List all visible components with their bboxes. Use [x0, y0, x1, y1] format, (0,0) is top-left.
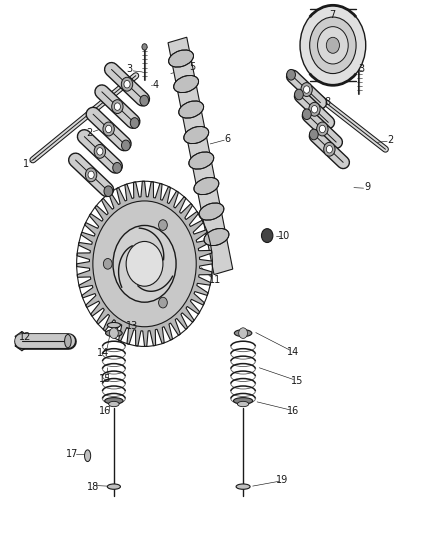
Circle shape	[104, 186, 113, 197]
Ellipse shape	[237, 401, 249, 407]
Text: 15: 15	[291, 376, 303, 386]
Circle shape	[113, 225, 176, 302]
Circle shape	[317, 122, 328, 136]
Text: 18: 18	[87, 482, 99, 492]
Circle shape	[318, 27, 348, 64]
Circle shape	[303, 109, 311, 119]
Circle shape	[287, 69, 296, 80]
Circle shape	[94, 144, 106, 158]
Ellipse shape	[199, 203, 224, 220]
Text: 16: 16	[99, 407, 111, 416]
Ellipse shape	[169, 50, 194, 67]
Ellipse shape	[107, 322, 120, 328]
Text: 13: 13	[126, 321, 138, 331]
Ellipse shape	[194, 177, 219, 195]
Text: 8: 8	[325, 98, 331, 107]
Text: 2: 2	[87, 128, 93, 138]
Circle shape	[310, 129, 318, 140]
Circle shape	[103, 122, 114, 136]
Circle shape	[326, 37, 339, 53]
Circle shape	[112, 100, 123, 114]
Text: 19: 19	[276, 475, 289, 484]
Ellipse shape	[184, 126, 208, 143]
Text: 1: 1	[23, 159, 29, 168]
Text: 3: 3	[359, 64, 365, 74]
Circle shape	[124, 80, 130, 88]
Circle shape	[239, 328, 247, 338]
Ellipse shape	[179, 101, 204, 118]
Ellipse shape	[204, 229, 229, 246]
Circle shape	[140, 95, 148, 106]
Text: 12: 12	[19, 332, 32, 342]
Circle shape	[93, 201, 196, 327]
Circle shape	[103, 259, 112, 269]
Circle shape	[113, 163, 121, 173]
Polygon shape	[77, 181, 212, 346]
Text: 17: 17	[66, 449, 78, 459]
Circle shape	[261, 229, 273, 243]
Ellipse shape	[234, 329, 252, 337]
Circle shape	[301, 83, 312, 96]
Text: 4: 4	[152, 80, 159, 90]
Circle shape	[357, 58, 362, 64]
Circle shape	[319, 125, 325, 133]
Circle shape	[114, 103, 120, 110]
Text: 7: 7	[329, 10, 335, 20]
Text: 11: 11	[209, 275, 222, 285]
Circle shape	[326, 146, 332, 153]
Circle shape	[121, 77, 133, 91]
Text: 10: 10	[278, 231, 290, 240]
Ellipse shape	[189, 152, 214, 169]
Text: 15: 15	[99, 375, 111, 384]
Text: 14: 14	[97, 348, 109, 358]
Ellipse shape	[106, 329, 122, 337]
Text: 14: 14	[287, 347, 300, 357]
Ellipse shape	[85, 450, 91, 462]
Circle shape	[97, 148, 103, 155]
Ellipse shape	[236, 484, 250, 489]
Circle shape	[300, 5, 366, 85]
Circle shape	[85, 168, 97, 182]
Circle shape	[126, 241, 163, 286]
Circle shape	[310, 17, 356, 74]
Circle shape	[121, 140, 130, 151]
Text: 2: 2	[388, 135, 394, 144]
Ellipse shape	[105, 398, 123, 404]
Text: 6: 6	[225, 134, 231, 143]
Text: 9: 9	[364, 182, 370, 191]
Circle shape	[159, 297, 167, 308]
Circle shape	[106, 125, 112, 133]
Text: 3: 3	[127, 64, 133, 74]
Circle shape	[295, 89, 304, 100]
Ellipse shape	[174, 76, 198, 93]
Circle shape	[309, 102, 320, 116]
Text: 5: 5	[190, 62, 196, 71]
Circle shape	[304, 86, 310, 93]
Circle shape	[88, 171, 94, 179]
Ellipse shape	[233, 398, 253, 404]
Circle shape	[159, 220, 167, 230]
Text: 16: 16	[287, 407, 300, 416]
Circle shape	[142, 44, 147, 50]
Circle shape	[324, 142, 335, 156]
Polygon shape	[168, 37, 233, 274]
Ellipse shape	[109, 401, 119, 407]
Circle shape	[311, 106, 318, 113]
Ellipse shape	[65, 335, 71, 348]
Ellipse shape	[107, 484, 120, 489]
Circle shape	[110, 328, 118, 338]
Circle shape	[130, 118, 139, 128]
